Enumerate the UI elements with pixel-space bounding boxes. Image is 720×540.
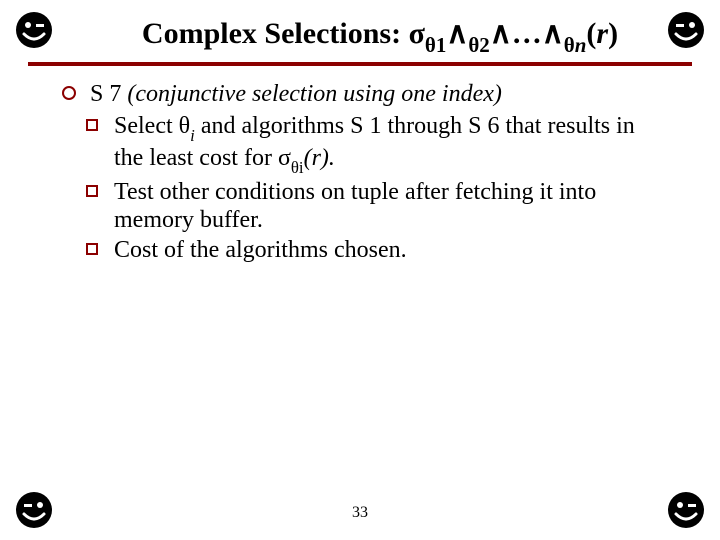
bullet-s7: S 7 (conjunctive selection using one ind… <box>62 80 670 108</box>
s7-label: S 7 <box>90 81 121 107</box>
slide-title: Complex Selections: σθ1∧θ2∧…∧θn(r) <box>100 16 660 56</box>
bullet-test: Test other conditions on tuple after fet… <box>86 178 670 235</box>
s7-desc: (conjunctive selection using one index) <box>121 81 502 107</box>
title-sigma: σ <box>409 17 425 50</box>
bullet-cost: Cost of the algorithms chosen. <box>86 236 670 264</box>
slide: Complex Selections: σθ1∧θ2∧…∧θn(r) S 7 (… <box>0 0 720 540</box>
page-number: 33 <box>0 504 720 522</box>
title-prefix: Complex Selections: <box>142 17 409 50</box>
smiley-wink-icon <box>14 10 54 50</box>
title-rule <box>28 62 692 66</box>
body: S 7 (conjunctive selection using one ind… <box>62 80 670 266</box>
bullet-select: Select θi and algorithms S 1 through S 6… <box>86 112 670 175</box>
smiley-wink-icon <box>666 10 706 50</box>
